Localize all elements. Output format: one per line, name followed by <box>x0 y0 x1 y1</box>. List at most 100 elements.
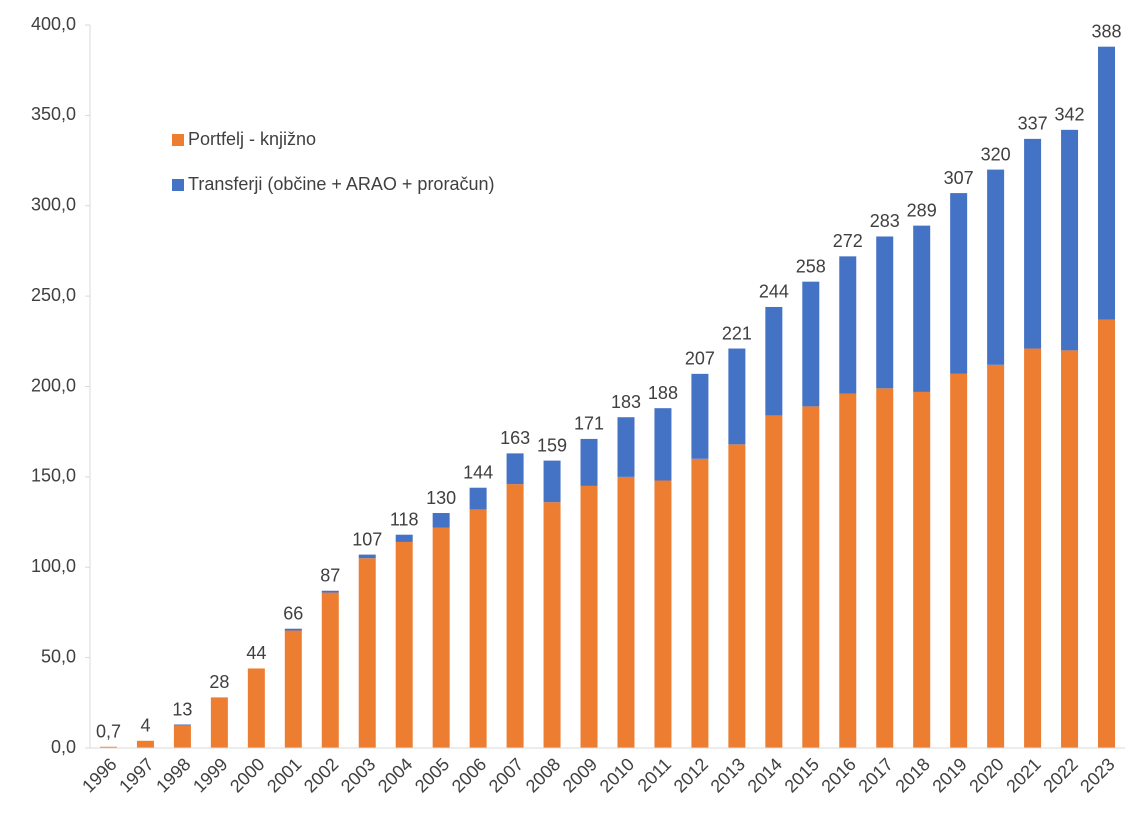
total-label: 221 <box>722 323 752 343</box>
bar-segment <box>728 348 746 445</box>
bar-segment <box>654 480 672 748</box>
total-label: 342 <box>1055 105 1085 125</box>
x-tick-label: 2005 <box>411 754 453 796</box>
y-tick-label: 50,0 <box>41 646 76 666</box>
total-label: 307 <box>944 168 974 188</box>
bar-segment <box>432 513 450 528</box>
total-label: 107 <box>352 529 382 549</box>
x-tick-label: 2017 <box>854 754 896 796</box>
x-tick-label: 1997 <box>115 754 157 796</box>
bar-segment <box>802 281 820 407</box>
bar-segment <box>99 746 117 748</box>
y-tick-label: 250,0 <box>31 285 76 305</box>
total-label: 289 <box>907 200 937 220</box>
x-tick-label: 2018 <box>891 754 933 796</box>
bar-segment <box>247 668 265 748</box>
bar-segment <box>691 458 709 748</box>
bar-segment <box>506 453 524 485</box>
total-label: 144 <box>463 462 493 482</box>
x-tick-label: 2016 <box>817 754 859 796</box>
bar-segment <box>987 169 1005 365</box>
legend-swatch <box>172 179 184 191</box>
y-tick-label: 350,0 <box>31 104 76 124</box>
x-tick-label: 2020 <box>965 754 1007 796</box>
y-tick-label: 150,0 <box>31 466 76 486</box>
total-label: 4 <box>140 716 150 736</box>
bar-segment <box>1098 46 1116 320</box>
total-label: 130 <box>426 488 456 508</box>
bar-segment <box>765 415 783 748</box>
total-label: 183 <box>611 392 641 412</box>
x-tick-label: 2014 <box>744 754 786 796</box>
bar-segment <box>321 590 339 593</box>
total-label: 188 <box>648 383 678 403</box>
bar-segment <box>136 740 154 748</box>
total-label: 337 <box>1018 114 1048 134</box>
x-tick-label: 1999 <box>189 754 231 796</box>
bar-segment <box>469 509 487 748</box>
bar-segment <box>1061 350 1079 748</box>
legend-swatch <box>172 134 184 146</box>
legend-label: Transferji (občine + ARAO + proračun) <box>188 174 494 194</box>
bar-segment <box>1098 319 1116 748</box>
x-tick-label: 2015 <box>781 754 823 796</box>
x-tick-label: 2011 <box>634 754 676 796</box>
bar-segment <box>173 724 191 726</box>
bar-segment <box>876 236 894 389</box>
bar-segment <box>839 393 857 748</box>
x-tick-label: 2006 <box>448 754 490 796</box>
bar-segment <box>617 476 635 748</box>
total-label: 66 <box>283 603 303 623</box>
x-tick-label: 2021 <box>1002 754 1044 796</box>
total-label: 163 <box>500 428 530 448</box>
x-tick-label: 2001 <box>263 754 305 796</box>
bar-segment <box>321 592 339 748</box>
bar-segment <box>839 256 857 394</box>
x-tick-label: 2002 <box>300 754 342 796</box>
bar-segment <box>913 391 931 748</box>
bar-segment <box>1024 348 1042 748</box>
bar-segment <box>358 554 376 559</box>
bar-segment <box>913 225 931 392</box>
bar-segment <box>765 306 783 416</box>
bar-segment <box>543 502 561 748</box>
bar-segment <box>210 697 228 748</box>
bar-segment <box>358 558 376 748</box>
x-tick-label: 2010 <box>596 754 638 796</box>
y-tick-label: 100,0 <box>31 556 76 576</box>
legend-label: Portfelj - knjižno <box>188 129 316 149</box>
bar-segment <box>395 541 413 748</box>
y-tick-label: 200,0 <box>31 375 76 395</box>
x-tick-label: 2009 <box>559 754 601 796</box>
bar-segment <box>1024 138 1042 349</box>
total-label: 44 <box>246 643 266 663</box>
bar-segment <box>469 487 487 510</box>
total-label: 159 <box>537 435 567 455</box>
x-tick-label: 2013 <box>707 754 749 796</box>
bar-segment <box>691 373 709 459</box>
total-label: 272 <box>833 231 863 251</box>
x-tick-label: 2004 <box>374 754 416 796</box>
bar-segment <box>654 408 672 481</box>
total-label: 283 <box>870 211 900 231</box>
x-tick-label: 2003 <box>337 754 379 796</box>
x-tick-label: 2008 <box>522 754 564 796</box>
total-label: 0,7 <box>96 721 121 741</box>
x-tick-label: 1996 <box>78 754 120 796</box>
x-tick-label: 2000 <box>226 754 268 796</box>
total-label: 171 <box>574 414 604 434</box>
bar-segment <box>950 193 968 374</box>
y-tick-label: 400,0 <box>31 14 76 34</box>
bar-segment <box>580 485 598 748</box>
bar-segment <box>284 630 302 748</box>
total-label: 258 <box>796 256 826 276</box>
total-label: 320 <box>981 144 1011 164</box>
x-tick-label: 2007 <box>485 754 527 796</box>
bar-segment <box>284 628 302 631</box>
bar-segment <box>950 373 968 748</box>
bar-segment <box>617 417 635 477</box>
x-tick-label: 2012 <box>670 754 712 796</box>
bar-segment <box>987 364 1005 748</box>
total-label: 244 <box>759 282 789 302</box>
